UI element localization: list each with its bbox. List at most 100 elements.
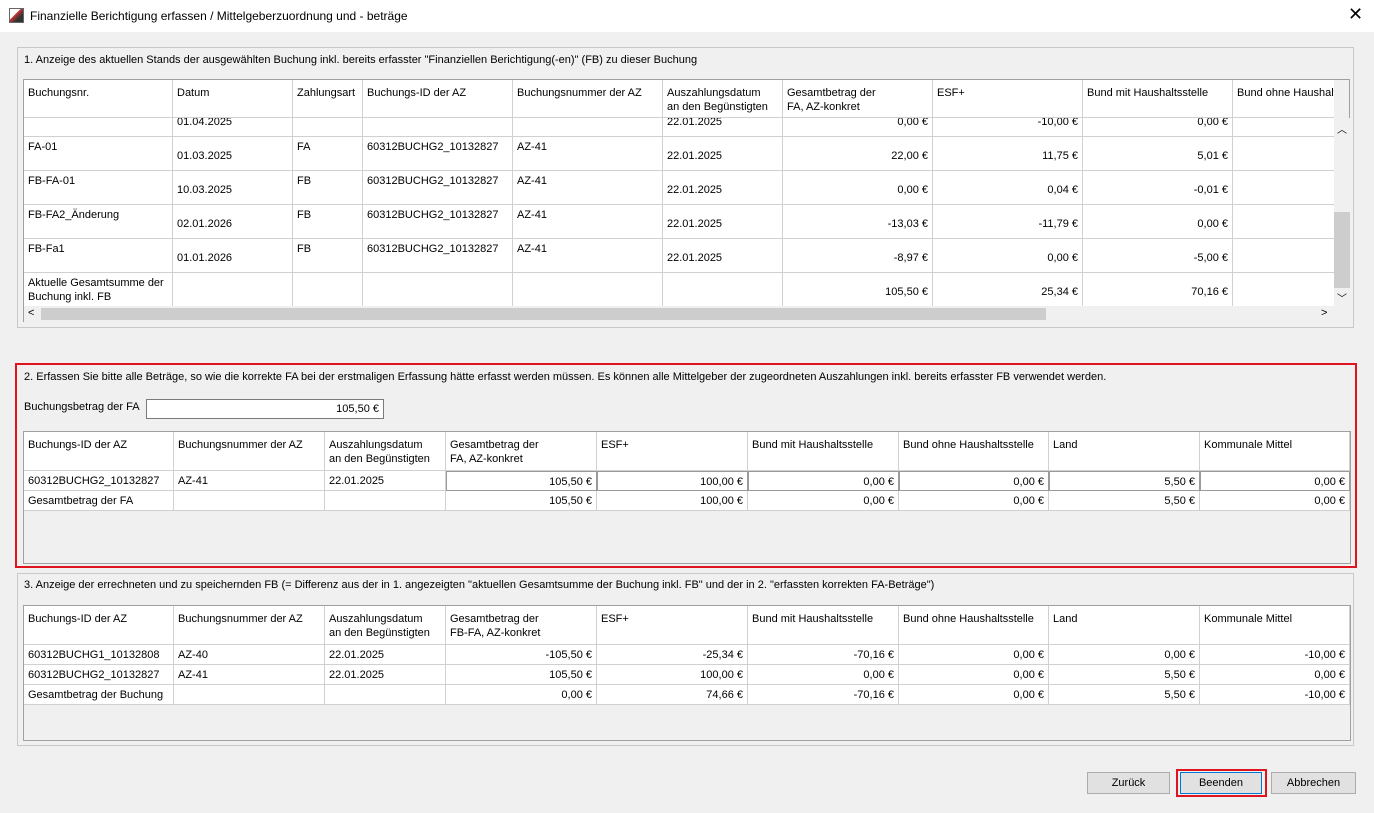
table-cell: FB [293,239,363,273]
highlight-box [1176,769,1267,797]
column-header: Auszahlungsdatum an den Begünstigten [325,432,446,471]
table-cell: 0,00 € [933,239,1083,273]
finish-button[interactable]: Beenden [1180,772,1262,794]
column-header: Buchungsnummer der AZ [513,80,663,118]
table-cell: 60312BUCHG2_10132827 [24,665,174,685]
table-cell: 0,00 € [783,171,933,205]
scroll-thumb[interactable] [1334,212,1350,288]
table-cell: FB-Fa1 [24,239,173,273]
table-cell [1233,171,1334,205]
table-cell [663,273,783,306]
table-cell: AZ-41 [513,205,663,239]
table-cell: AZ-40 [174,645,325,665]
table-cell [293,118,363,137]
app-icon [9,8,24,23]
table-cell: Aktuelle Gesamtsumme der Buchung inkl. F… [24,273,173,306]
table-cell: 105,50 € [446,471,597,491]
column-header: ESF+ [933,80,1083,118]
scroll-left[interactable]: < [28,307,35,319]
table-cell: Gesamtbetrag der FA [24,491,174,511]
table-cell: 74,66 € [597,685,748,705]
table-cell: -0,01 € [1083,171,1233,205]
table-cell: AZ-41 [174,471,325,491]
table: Buchungsnr. Datum Zahlungsart Buchungs-ID d… [24,80,1334,306]
highlight-box [15,363,1357,568]
table-cell: -5,00 € [1083,239,1233,273]
scroll-down[interactable]: ﹀ [1337,294,1347,305]
section-caption: 1. Anzeige des aktuellen Stands der ausg… [24,54,698,66]
column-header: Bund ohne Haushaltsstelle [899,606,1049,645]
table-cell: -70,16 € [748,685,899,705]
cancel-button[interactable]: Abbrechen [1271,772,1356,794]
table-cell: -8,97 € [783,239,933,273]
table-cell: 22.01.2025 [325,471,446,491]
table-cell: 11,75 € [933,137,1083,171]
table-cell: 25,34 € [933,273,1083,306]
table-body: 60312BUCHG1_10132808 AZ-40 22.01.2025 -105,… [24,645,1350,705]
amount-input[interactable]: 105,50 € [146,399,384,419]
group-box [17,47,1354,328]
table-cell: 0,04 € [933,171,1083,205]
column-header: Bund mit Haushaltsstelle [748,606,899,645]
table-cell: 22.01.2025 [663,205,783,239]
table-cell: 0,00 € [899,665,1049,685]
table-cell: 100,00 € [597,491,748,511]
table-cell: FA-01 [24,137,173,171]
back-button[interactable]: Zurück [1087,772,1170,794]
table-cell: FB-FA-01 [24,171,173,205]
column-header: Land [1049,606,1200,645]
table-cell [513,118,663,137]
column-header: ESF+ [597,606,748,645]
table-cell: 60312BUCHG2_10132827 [363,239,513,273]
scroll-right[interactable]: > [1321,307,1328,319]
table-cell: 22.01.2025 [663,239,783,273]
section-caption: 3. Anzeige der errechneten und zu speich… [24,579,935,591]
close-button[interactable]: ✕ [1348,4,1364,24]
table-cell [174,491,325,511]
column-header: Bund ohne Haushaltsstelle [1233,80,1334,118]
column-header: Buchungs-ID der AZ [363,80,513,118]
table-cell: 0,00 € [899,645,1049,665]
column-header: Land [1049,432,1200,471]
table-cell: 0,00 € [783,118,933,137]
table-cell: 0,00 € [1049,645,1200,665]
table-cell: -10,00 € [1200,685,1350,705]
table-cell: 0,00 € [1200,471,1350,491]
table-cell: 22.01.2025 [663,171,783,205]
table: Buchungs-ID der AZ Buchungsnummer der AZ A… [24,432,1350,511]
column-header: ESF+ [597,432,748,471]
table-cell: AZ-41 [513,171,663,205]
table-cell: 10.03.2025 [173,171,293,205]
scroll-up[interactable]: ︿ [1337,125,1347,136]
table-cell: 22.01.2025 [663,118,783,137]
scroll-thumb[interactable] [41,308,1046,320]
column-header: Auszahlungsdatum an den Begünstigten [663,80,783,118]
table-cell: 5,50 € [1049,491,1200,511]
table-cell: 0,00 € [446,685,597,705]
table-cell: Gesamtbetrag der Buchung [24,685,174,705]
table-cell: 100,00 € [597,471,748,491]
column-header: Auszahlungsdatum an den Begünstigten [325,606,446,645]
vertical-scrollbar[interactable]: ︿ ﹀ [1334,118,1350,306]
table-cell [1233,239,1334,273]
table-cell: -10,00 € [1200,645,1350,665]
table-cell: 5,50 € [1049,685,1200,705]
column-header: Bund mit Haushaltsstelle [748,432,899,471]
column-header: Buchungsnummer der AZ [174,432,325,471]
horizontal-scrollbar[interactable]: < > [24,306,1350,322]
table-cell: AZ-41 [174,665,325,685]
table-cell: 5,50 € [1049,471,1200,491]
table-cell: 22,00 € [783,137,933,171]
column-header: Buchungs-ID der AZ [24,606,174,645]
table-cell: 5,01 € [1083,137,1233,171]
table-cell [174,685,325,705]
table-cell: 01.03.2025 [173,137,293,171]
field-label: Buchungsbetrag der FA [24,401,140,413]
column-header: Datum [173,80,293,118]
table-cell [293,273,363,306]
table-cell: -11,79 € [933,205,1083,239]
table-cell: -10,00 € [933,118,1083,137]
table-cell: 5,50 € [1049,665,1200,685]
column-header: Zahlungsart [293,80,363,118]
